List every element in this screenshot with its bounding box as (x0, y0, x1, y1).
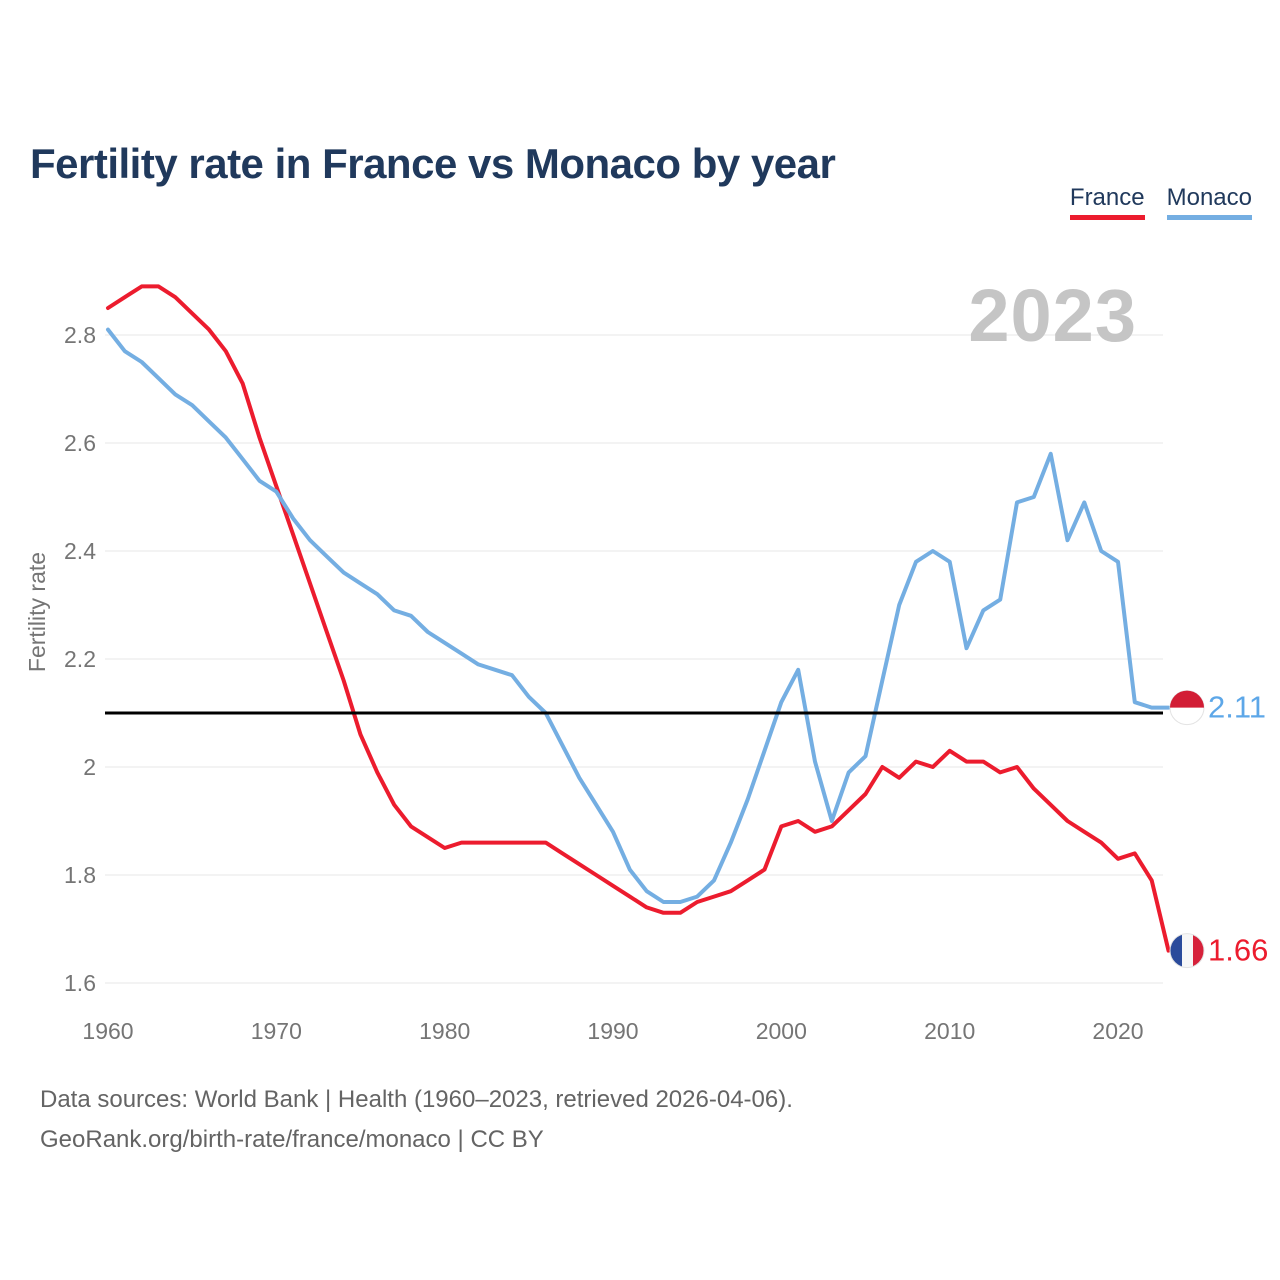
legend: France Monaco (1069, 184, 1252, 220)
x-tick-label: 2020 (1092, 1018, 1143, 1044)
y-tick-label: 2.8 (64, 322, 96, 348)
y-tick-label: 2 (83, 754, 96, 780)
series-lines (106, 284, 1171, 953)
legend-item-france[interactable]: France (1069, 184, 1145, 220)
france-flag-white-stripe (1182, 933, 1193, 968)
x-tick-label: 2010 (924, 1018, 975, 1044)
france-flag-red-stripe (1193, 933, 1204, 968)
legend-label-france: France (1069, 184, 1145, 211)
x-tick-label: 1970 (251, 1018, 302, 1044)
france-endpoint-marker: 1.66 (1169, 933, 1268, 969)
axis-ticks: 1.6 1.8 2 2.2 2.4 2.6 2.8 1960 1970 1980 1990 2000 2… (64, 322, 1144, 1044)
y-tick-label: 2.6 (64, 430, 96, 456)
monaco-endpoint-marker: 2.11 (1169, 690, 1266, 726)
monaco-end-value: 2.11 (1208, 690, 1266, 725)
monaco-series-line[interactable] (106, 327, 1171, 904)
page-title: Fertility rate in France vs Monaco by ye… (30, 140, 836, 188)
monaco-flag-red-half (1170, 690, 1204, 708)
y-tick-label: 2.4 (64, 538, 96, 564)
y-tick-label: 1.6 (64, 970, 96, 996)
france-series-line[interactable] (106, 284, 1171, 953)
x-tick-label: 1960 (82, 1018, 133, 1044)
year-watermark: 2023 (968, 274, 1137, 357)
y-tick-label: 1.8 (64, 862, 96, 888)
legend-item-monaco[interactable]: Monaco (1166, 184, 1252, 220)
x-tick-label: 2000 (756, 1018, 807, 1044)
legend-color-bar-monaco (1166, 215, 1252, 220)
x-tick-label: 1980 (419, 1018, 470, 1044)
footer: Data sources: World Bank | Health (1960–… (40, 1080, 793, 1160)
legend-color-bar-france (1069, 215, 1145, 220)
footer-data-sources: Data sources: World Bank | Health (1960–… (40, 1086, 793, 1113)
france-flag-blue-stripe (1170, 933, 1182, 968)
legend-label-monaco: Monaco (1166, 184, 1252, 211)
france-end-value: 1.66 (1208, 933, 1268, 968)
y-tick-label: 2.2 (64, 646, 96, 672)
y-axis-title: Fertility rate (24, 552, 50, 672)
x-tick-label: 1990 (587, 1018, 638, 1044)
france-flag-outline (1169, 933, 1205, 969)
gridlines (105, 334, 1163, 984)
footer-attribution: GeoRank.org/birth-rate/france/monaco | C… (40, 1126, 544, 1153)
france-flag-icon (1170, 933, 1204, 968)
